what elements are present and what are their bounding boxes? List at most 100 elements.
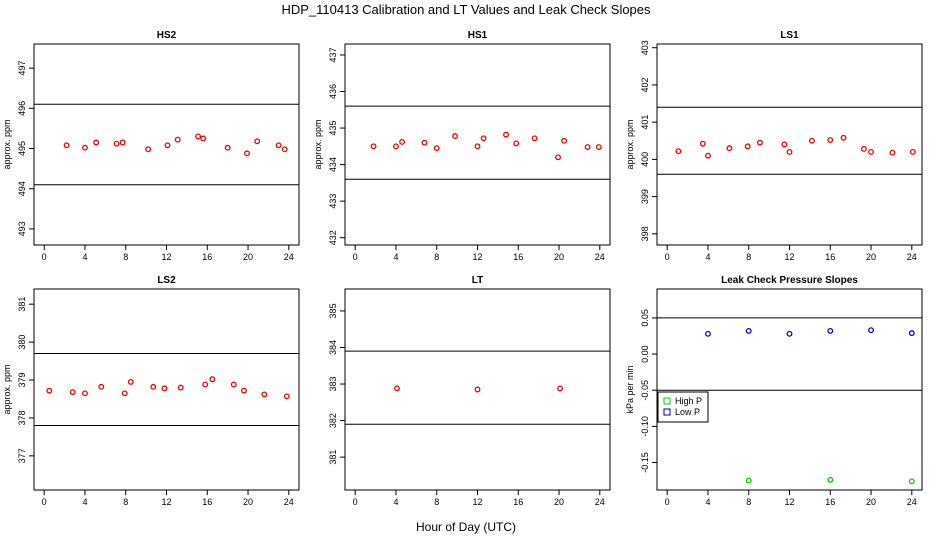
y-tick-label: 433 <box>328 194 338 209</box>
data-point <box>174 136 181 143</box>
data-point <box>164 142 171 149</box>
y-axis-label: approx. ppm <box>2 364 12 414</box>
data-point <box>177 384 184 391</box>
y-axis-label: approx. ppm <box>2 119 12 169</box>
data-point <box>744 143 751 150</box>
x-tick-label: 4 <box>705 252 710 262</box>
y-tick-label: 436 <box>328 84 338 99</box>
y-tick-label: 402 <box>640 77 650 92</box>
y-tick-label: -0.05 <box>640 380 650 401</box>
x-tick-label: 16 <box>513 252 523 262</box>
x-tick-label: 0 <box>353 497 358 507</box>
panel-title: LS2 <box>157 275 176 286</box>
y-tick-label: 382 <box>328 413 338 428</box>
chart-panel-4: LS2 0 4 8 12 16 20 24 377 378 379 380 381 approx. ppm <box>2 275 300 507</box>
x-tick-label: 24 <box>284 252 294 262</box>
x-tick-label: 12 <box>784 252 794 262</box>
data-point <box>555 154 561 161</box>
data-point <box>150 383 157 390</box>
data-point <box>868 148 874 155</box>
x-tick-label: 16 <box>513 497 523 507</box>
y-tick-label: 497 <box>17 61 27 76</box>
x-tick-label: 8 <box>434 252 439 262</box>
data-point <box>531 135 538 142</box>
data-point <box>480 135 487 142</box>
y-tick-label: -0.10 <box>640 416 650 437</box>
data-point <box>261 391 268 398</box>
y-tick-label: 494 <box>17 181 27 196</box>
data-point <box>82 144 88 151</box>
data-point <box>756 139 763 146</box>
y-tick-label: 385 <box>328 303 338 318</box>
data-point <box>202 381 209 388</box>
chart-panels: HS2 0 4 8 12 16 20 24 493 494 495 496 497 approx. ppm… <box>2 30 923 507</box>
y-tick-label: 377 <box>17 448 27 463</box>
x-tick-label: 8 <box>123 252 128 262</box>
data-point <box>868 327 874 334</box>
figure-title: HDP_110413 Calibration and LT Values and… <box>281 2 651 17</box>
data-point <box>399 138 406 145</box>
x-tick-label: 24 <box>595 252 605 262</box>
data-point <box>275 142 282 149</box>
y-tick-label: 378 <box>17 410 27 425</box>
data-point <box>513 140 520 147</box>
x-tick-label: 0 <box>665 252 670 262</box>
y-tick-label: 383 <box>328 377 338 392</box>
x-tick-label: 12 <box>161 497 171 507</box>
data-point <box>745 477 752 484</box>
y-axis-label: approx. ppm <box>313 119 323 169</box>
data-point <box>93 139 100 146</box>
y-axis-label: kPa per min <box>625 365 635 413</box>
x-tick-label: 4 <box>393 497 398 507</box>
data-point <box>786 148 793 155</box>
y-tick-label: 380 <box>17 335 27 350</box>
data-point <box>781 141 788 148</box>
data-point <box>224 144 231 151</box>
data-point <box>127 378 134 385</box>
panel-title: HS1 <box>468 30 488 41</box>
y-tick-label: 434 <box>328 157 338 172</box>
data-point <box>827 327 834 334</box>
y-tick-label: 432 <box>328 230 338 245</box>
data-point <box>860 146 867 152</box>
data-point <box>745 327 752 334</box>
data-point <box>421 139 428 146</box>
x-tick-label: 16 <box>202 497 212 507</box>
x-tick-label: 20 <box>554 252 564 262</box>
data-point <box>145 146 152 153</box>
data-point <box>909 148 916 155</box>
data-point <box>119 139 126 146</box>
x-tick-label: 4 <box>705 497 710 507</box>
x-tick-label: 4 <box>393 252 398 262</box>
x-tick-label: 8 <box>746 252 751 262</box>
y-tick-label: 399 <box>640 189 650 204</box>
data-point <box>195 133 202 140</box>
legend-swatch <box>663 408 671 416</box>
x-tick-label: 8 <box>123 497 128 507</box>
x-tick-label: 12 <box>784 497 794 507</box>
x-tick-label: 20 <box>554 497 564 507</box>
data-point <box>121 390 128 397</box>
x-tick-label: 24 <box>907 252 917 262</box>
legend-label: Low P <box>675 407 700 417</box>
y-tick-label: 403 <box>640 40 650 55</box>
y-tick-label: 400 <box>640 152 650 167</box>
data-point <box>675 148 682 155</box>
data-point <box>699 140 706 147</box>
y-tick-label: 379 <box>17 373 27 388</box>
data-point <box>786 330 793 337</box>
x-tick-label: 0 <box>42 497 47 507</box>
x-tick-label: 16 <box>825 252 835 262</box>
data-point <box>393 143 399 150</box>
data-point <box>808 137 815 144</box>
data-point <box>113 140 120 147</box>
chart-panel-5: LT 0 4 8 12 16 20 24 381 382 383 384 385 <box>328 275 611 507</box>
data-point <box>98 383 105 390</box>
plot-frame <box>656 43 923 246</box>
x-tick-label: 4 <box>82 497 87 507</box>
chart-panel-2: HS1 0 4 8 12 16 20 24 432 433 434 435 436 437 approx. … <box>313 30 611 262</box>
y-tick-label: 398 <box>640 226 650 241</box>
chart-panel-1: HS2 0 4 8 12 16 20 24 493 494 495 496 497 approx. ppm <box>2 30 300 262</box>
